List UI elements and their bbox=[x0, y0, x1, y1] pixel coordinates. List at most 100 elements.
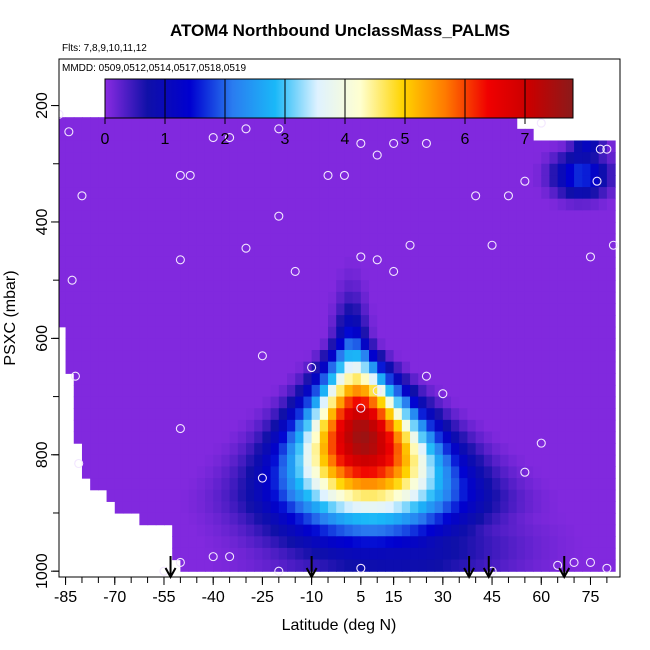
heatmap-cell bbox=[516, 128, 526, 142]
heatmap-cell bbox=[352, 175, 362, 188]
heatmap-cell bbox=[483, 140, 493, 153]
heatmap-cell bbox=[328, 198, 337, 211]
heatmap-cell bbox=[172, 419, 181, 433]
heatmap-cell bbox=[278, 187, 288, 200]
heatmap-cell bbox=[459, 245, 469, 258]
heatmap-cell bbox=[319, 559, 329, 572]
heatmap-cell bbox=[303, 408, 313, 421]
heatmap-cell bbox=[65, 361, 75, 374]
heatmap-cell bbox=[451, 559, 460, 572]
heatmap-cell bbox=[172, 443, 181, 456]
heatmap-cell bbox=[287, 547, 296, 561]
heatmap-cell bbox=[541, 163, 551, 177]
heatmap-cell bbox=[483, 198, 493, 211]
heatmap-cell bbox=[90, 350, 99, 363]
heatmap-cell bbox=[483, 210, 493, 223]
heatmap-cell bbox=[295, 443, 305, 456]
heatmap-cell bbox=[344, 221, 354, 235]
heatmap-cell bbox=[254, 338, 264, 351]
sample-point bbox=[372, 386, 382, 396]
y-tick-label: 400 bbox=[34, 209, 51, 236]
heatmap-cell bbox=[328, 338, 337, 351]
heatmap-cell bbox=[410, 536, 419, 549]
heatmap-cell bbox=[369, 454, 378, 468]
heatmap-cell bbox=[508, 501, 518, 514]
heatmap-cell bbox=[319, 478, 329, 491]
heatmap-cell bbox=[451, 291, 460, 305]
heatmap-cell bbox=[483, 128, 493, 142]
heatmap-cell bbox=[270, 489, 280, 502]
heatmap-cell bbox=[459, 536, 469, 549]
heatmap-cell bbox=[311, 280, 321, 293]
heatmap-cell bbox=[606, 326, 616, 339]
heatmap-cell bbox=[582, 547, 592, 561]
heatmap-cell bbox=[533, 245, 542, 258]
heatmap-cell bbox=[254, 373, 264, 386]
heatmap-cell bbox=[204, 163, 214, 177]
heatmap-cell bbox=[122, 326, 132, 339]
heatmap-cell bbox=[516, 478, 526, 491]
chart-title: ATOM4 Northbound UnclassMass_PALMS bbox=[170, 21, 510, 40]
heatmap-cell bbox=[262, 140, 272, 153]
sample-point bbox=[405, 240, 415, 250]
heatmap-cell bbox=[574, 233, 583, 246]
heatmap-cell bbox=[442, 152, 452, 165]
heatmap-cell bbox=[163, 198, 173, 211]
heatmap-cell bbox=[524, 198, 534, 211]
heatmap-cell bbox=[483, 478, 493, 491]
heatmap-cell bbox=[590, 443, 600, 456]
heatmap-cell bbox=[508, 175, 518, 188]
heatmap-cell bbox=[73, 268, 83, 281]
heatmap-cell bbox=[336, 501, 346, 514]
heatmap-cell bbox=[246, 256, 255, 270]
heatmap-cell bbox=[344, 489, 354, 502]
heatmap-cell bbox=[114, 291, 124, 305]
heatmap-cell bbox=[229, 547, 239, 561]
heatmap-cell bbox=[81, 361, 91, 374]
heatmap-cell bbox=[401, 443, 411, 456]
heatmap-cell bbox=[270, 128, 280, 142]
heatmap-cell bbox=[98, 140, 108, 153]
heatmap-cell bbox=[278, 140, 288, 153]
heatmap-cell bbox=[90, 163, 99, 177]
heatmap-cell bbox=[278, 419, 288, 433]
heatmap-cell bbox=[385, 303, 395, 316]
heatmap-cell bbox=[295, 489, 305, 502]
heatmap-cell bbox=[590, 315, 600, 328]
heatmap-cell bbox=[319, 221, 329, 235]
heatmap-cell bbox=[98, 443, 108, 456]
heatmap-cell bbox=[500, 373, 510, 386]
heatmap-cell bbox=[508, 152, 518, 165]
heatmap-cell bbox=[131, 140, 140, 153]
heatmap-cell bbox=[270, 419, 280, 433]
heatmap-cell bbox=[606, 478, 616, 491]
heatmap-cell bbox=[352, 326, 362, 339]
heatmap-cell bbox=[229, 152, 239, 165]
heatmap-cell bbox=[377, 431, 387, 444]
sample-point bbox=[257, 351, 267, 361]
heatmap-cell bbox=[254, 233, 264, 246]
heatmap-cell bbox=[139, 152, 149, 165]
heatmap-cell bbox=[451, 384, 460, 398]
heatmap-cell bbox=[229, 501, 239, 514]
heatmap-cell bbox=[385, 163, 395, 177]
heatmap-cell bbox=[557, 256, 567, 270]
heatmap-cell bbox=[606, 338, 616, 351]
heatmap-cell bbox=[418, 256, 428, 270]
heatmap-cell bbox=[508, 419, 518, 433]
heatmap-cell bbox=[344, 291, 354, 305]
heatmap-cell bbox=[90, 280, 99, 293]
heatmap-cell bbox=[295, 303, 305, 316]
heatmap-cell bbox=[541, 396, 551, 409]
heatmap-cell bbox=[188, 140, 198, 153]
heatmap-cell bbox=[401, 198, 411, 211]
heatmap-cell bbox=[541, 512, 551, 526]
heatmap-cell bbox=[598, 466, 608, 479]
heatmap-cell bbox=[139, 221, 149, 235]
heatmap-cell bbox=[180, 466, 190, 479]
heatmap-cell bbox=[114, 210, 124, 223]
heatmap-cell bbox=[492, 256, 501, 270]
heatmap-cell bbox=[73, 175, 83, 188]
heatmap-cell bbox=[303, 198, 313, 211]
heatmap-cell bbox=[508, 489, 518, 502]
